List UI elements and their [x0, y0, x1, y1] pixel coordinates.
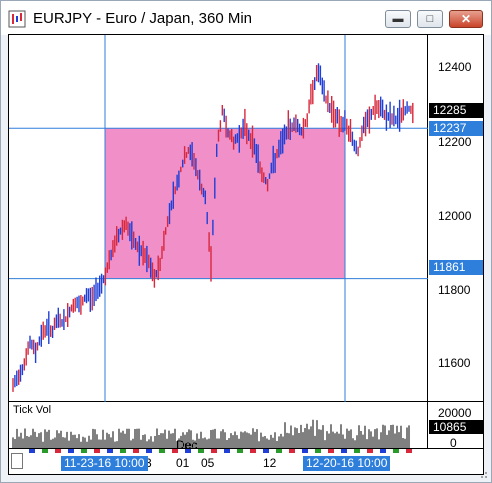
price-tick: 11800	[438, 283, 471, 297]
chart-app-icon	[8, 10, 26, 28]
session-stripe	[211, 449, 217, 453]
session-stripe	[367, 449, 373, 453]
cursor-time-badge-start: 11-23-16 10:00	[61, 456, 148, 471]
minimize-button[interactable]: ▬	[385, 10, 411, 28]
maximize-icon: □	[426, 13, 434, 25]
current-price-badge: 12285	[429, 103, 483, 118]
price-axis[interactable]: 12400 12200 12000 11800 11600 12285 1223…	[428, 34, 484, 402]
cursor-price-badge-top: 12237	[429, 121, 483, 136]
session-stripe	[380, 449, 386, 453]
session-stripe	[328, 449, 334, 453]
session-stripe	[250, 449, 256, 453]
session-stripe	[159, 449, 165, 453]
session-stripe	[289, 449, 295, 453]
session-stripe	[354, 449, 360, 453]
session-stripe	[393, 449, 399, 453]
session-stripe	[107, 449, 113, 453]
volume-tick-bottom: 0	[450, 436, 457, 450]
session-stripe	[68, 449, 74, 453]
close-button[interactable]: ✕	[449, 10, 483, 28]
volume-label: Tick Vol	[13, 404, 52, 416]
time-label: 05	[201, 456, 215, 470]
session-stripe	[224, 449, 230, 453]
title-bar[interactable]: EURJPY - Euro / Japan, 360 Min ▬ □ ✕	[1, 1, 491, 35]
session-stripe	[276, 449, 282, 453]
resize-grip-icon[interactable]	[478, 469, 488, 479]
session-stripe	[185, 449, 191, 453]
time-label: 3	[145, 456, 152, 470]
price-chart[interactable]	[9, 35, 429, 403]
session-stripe	[146, 449, 152, 453]
session-stripe	[263, 449, 269, 453]
price-tick: 12200	[438, 135, 472, 149]
time-axis[interactable]: 3 01 05 12 11-23-16 10:00 12-20-16 10:00	[8, 449, 484, 475]
month-label: Dec	[176, 438, 198, 452]
session-stripe	[55, 449, 61, 453]
volume-panel[interactable]: Tick Vol	[8, 402, 428, 449]
session-stripe	[237, 449, 243, 453]
cursor-price-badge-bottom: 11861	[429, 260, 483, 275]
price-tick: 11600	[438, 356, 471, 370]
session-stripe	[133, 449, 139, 453]
session-stripe	[341, 449, 347, 453]
volume-chart	[12, 419, 410, 448]
session-stripe	[29, 449, 35, 453]
price-tick: 12400	[438, 60, 472, 74]
session-stripe	[172, 449, 178, 453]
price-chart-area[interactable]	[8, 34, 429, 403]
time-label: 12	[263, 456, 277, 470]
session-stripe	[198, 449, 204, 453]
maximize-button[interactable]: □	[417, 10, 443, 28]
session-stripe	[315, 449, 321, 453]
session-stripe	[42, 449, 48, 453]
session-stripe	[302, 449, 308, 453]
price-tick: 12000	[438, 209, 472, 223]
session-stripe	[81, 449, 87, 453]
current-volume-badge: 10865	[429, 420, 483, 434]
minimize-icon: ▬	[392, 13, 404, 25]
session-stripe	[94, 449, 100, 453]
close-icon: ✕	[460, 12, 472, 26]
window-title: EURJPY - Euro / Japan, 360 Min	[33, 10, 252, 27]
time-label: 01	[176, 456, 190, 470]
volume-axis: 20000 0 10865	[428, 402, 484, 450]
cursor-time-badge-end: 12-20-16 10:00	[303, 456, 391, 471]
volume-tick-top: 20000	[438, 406, 472, 420]
session-stripe	[406, 449, 412, 453]
session-stripe	[120, 449, 126, 453]
scroll-handle[interactable]	[11, 453, 23, 469]
